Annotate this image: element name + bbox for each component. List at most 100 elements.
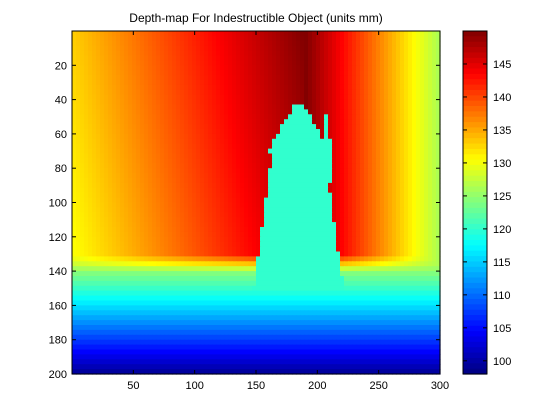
heatmap-cell bbox=[420, 60, 425, 66]
heatmap-cell bbox=[392, 70, 397, 76]
heatmap-cell bbox=[348, 271, 353, 277]
heatmap-cell bbox=[100, 94, 105, 101]
heatmap-cell bbox=[128, 163, 133, 169]
heatmap-cell bbox=[316, 207, 321, 213]
heatmap-cell bbox=[424, 192, 429, 199]
heatmap-cell bbox=[336, 148, 341, 155]
heatmap-cell bbox=[192, 163, 197, 169]
heatmap-cell bbox=[372, 241, 377, 248]
heatmap-cell bbox=[252, 40, 257, 47]
heatmap-cell bbox=[236, 290, 241, 297]
heatmap-cell bbox=[352, 280, 357, 287]
heatmap-cell bbox=[72, 227, 77, 233]
heatmap-cell bbox=[232, 231, 237, 238]
heatmap-cell bbox=[248, 163, 253, 169]
heatmap-cell bbox=[292, 89, 297, 96]
heatmap-cell bbox=[296, 217, 301, 223]
heatmap-cell bbox=[116, 70, 121, 76]
heatmap-cell bbox=[180, 65, 185, 71]
heatmap-cell bbox=[216, 285, 221, 292]
heatmap-cell bbox=[196, 261, 201, 267]
heatmap-cell bbox=[132, 45, 137, 52]
heatmap-cell bbox=[292, 217, 297, 223]
heatmap-cell bbox=[400, 187, 405, 194]
heatmap-cell bbox=[248, 241, 253, 248]
heatmap-cell bbox=[364, 266, 369, 272]
heatmap-cell bbox=[384, 231, 389, 238]
heatmap-cell bbox=[176, 124, 181, 130]
heatmap-cell bbox=[328, 158, 333, 164]
heatmap-cell bbox=[192, 60, 197, 66]
heatmap-cell bbox=[132, 124, 137, 130]
heatmap-cell bbox=[276, 187, 281, 194]
heatmap-cell bbox=[160, 192, 165, 199]
heatmap-cell bbox=[308, 227, 313, 233]
heatmap-cell bbox=[292, 173, 297, 179]
heatmap-cell bbox=[304, 276, 309, 282]
heatmap-cell bbox=[420, 143, 425, 150]
heatmap-cell bbox=[216, 129, 221, 135]
heatmap-cell bbox=[152, 50, 157, 57]
heatmap-cell bbox=[372, 119, 377, 125]
heatmap-cell bbox=[72, 80, 77, 86]
heatmap-cell bbox=[112, 241, 117, 248]
heatmap-cell bbox=[292, 94, 297, 101]
heatmap-cell bbox=[432, 35, 437, 42]
heatmap-cell bbox=[144, 285, 149, 292]
heatmap-cell bbox=[164, 70, 169, 76]
heatmap-cell bbox=[336, 70, 341, 76]
heatmap-cell bbox=[156, 143, 161, 150]
heatmap-cell bbox=[376, 89, 381, 96]
heatmap-cell bbox=[396, 84, 401, 91]
heatmap-cell bbox=[236, 217, 241, 223]
heatmap-cell bbox=[188, 187, 193, 194]
heatmap-cell bbox=[424, 40, 429, 47]
heatmap-cell bbox=[192, 182, 197, 189]
heatmap-cell bbox=[100, 271, 105, 277]
heatmap-cell bbox=[100, 241, 105, 248]
heatmap-cell bbox=[280, 192, 285, 199]
heatmap-cell bbox=[316, 143, 321, 150]
heatmap-cell bbox=[372, 182, 377, 189]
heatmap-cell bbox=[344, 158, 349, 164]
heatmap-cell bbox=[432, 241, 437, 248]
heatmap-cell bbox=[80, 80, 85, 86]
heatmap-cell bbox=[336, 75, 341, 81]
heatmap-cell bbox=[88, 261, 93, 267]
heatmap-cell bbox=[352, 119, 357, 125]
heatmap-cell bbox=[260, 222, 265, 228]
heatmap-cell bbox=[180, 143, 185, 150]
heatmap-cell bbox=[360, 99, 365, 106]
heatmap-cell bbox=[400, 256, 405, 262]
heatmap-cell bbox=[332, 236, 337, 243]
heatmap-cell bbox=[76, 197, 81, 204]
heatmap-cell bbox=[260, 55, 265, 61]
heatmap-cell bbox=[408, 192, 413, 199]
heatmap-cell bbox=[80, 55, 85, 61]
heatmap-cell bbox=[396, 65, 401, 71]
heatmap-cell bbox=[436, 178, 441, 184]
heatmap-cell bbox=[216, 104, 221, 110]
heatmap-cell bbox=[76, 276, 81, 282]
heatmap-cell bbox=[204, 280, 209, 287]
heatmap-cell bbox=[432, 109, 437, 115]
heatmap-cell bbox=[320, 290, 325, 297]
heatmap-cell bbox=[384, 60, 389, 66]
heatmap-cell bbox=[424, 280, 429, 287]
heatmap-cell bbox=[264, 124, 269, 130]
heatmap-cell bbox=[328, 104, 333, 110]
heatmap-cell bbox=[140, 153, 145, 159]
heatmap-cell bbox=[292, 55, 297, 61]
heatmap-cell bbox=[96, 31, 101, 37]
heatmap-cell bbox=[120, 246, 125, 253]
heatmap-cell bbox=[160, 40, 165, 47]
heatmap-cell bbox=[244, 163, 249, 169]
heatmap-cell bbox=[340, 124, 345, 130]
heatmap-cell bbox=[128, 280, 133, 287]
heatmap-cell bbox=[404, 99, 409, 106]
heatmap-cell bbox=[356, 143, 361, 150]
heatmap-cell bbox=[136, 109, 141, 115]
heatmap-cell bbox=[296, 99, 301, 106]
heatmap-cell bbox=[260, 187, 265, 194]
heatmap-cell bbox=[244, 89, 249, 96]
